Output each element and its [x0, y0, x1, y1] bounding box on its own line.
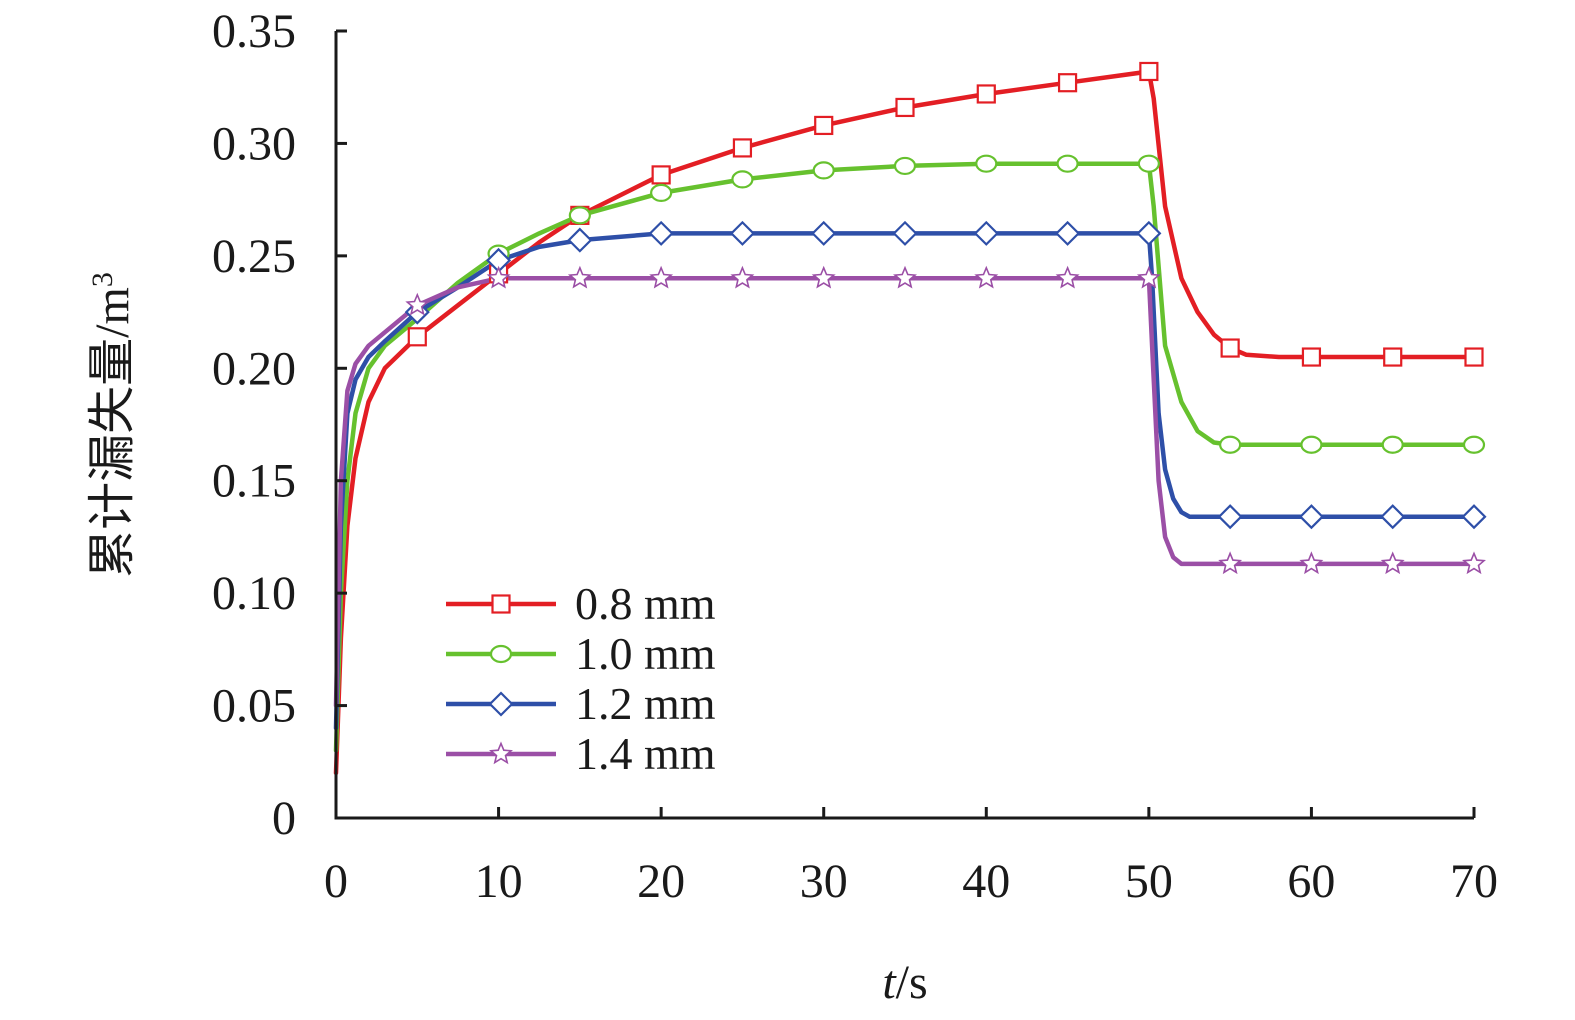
series-line — [333, 69, 1477, 776]
data-point — [1139, 61, 1159, 82]
data-point — [567, 227, 593, 253]
data-point — [1301, 347, 1322, 367]
data-point — [895, 97, 915, 118]
data-point — [1137, 154, 1160, 173]
data-point — [1380, 551, 1405, 575]
data-point — [1056, 154, 1079, 173]
data-point — [567, 265, 592, 289]
data-point — [893, 265, 917, 289]
data-point — [732, 138, 753, 158]
series-line — [333, 231, 1477, 731]
data-point — [1055, 220, 1081, 246]
data-point — [812, 161, 835, 180]
x-tick-label: 60 — [1287, 855, 1335, 908]
data-point — [1462, 435, 1486, 454]
x-tick-label: 0 — [324, 855, 348, 908]
y-tick-label: 0.10 — [212, 567, 296, 620]
data-point — [1057, 73, 1078, 93]
y-tick-label: 0.35 — [212, 5, 296, 58]
x-tick-label: 20 — [637, 855, 685, 908]
data-point — [650, 183, 673, 202]
data-point — [1380, 504, 1406, 530]
data-point — [1218, 551, 1243, 575]
x-axis-title-var: t — [882, 956, 897, 1009]
data-point — [1462, 551, 1486, 575]
data-point — [975, 154, 998, 173]
data-point — [1136, 265, 1161, 289]
axes — [334, 29, 1476, 820]
data-point — [405, 292, 430, 316]
y-axis-title: 累计漏失量/m3 — [86, 272, 140, 578]
data-point — [974, 265, 999, 289]
x-tick-label: 70 — [1450, 855, 1498, 908]
data-point — [1136, 220, 1162, 246]
y-tick-label: 0.20 — [212, 342, 296, 395]
data-point — [892, 220, 918, 246]
legend-label: 1.0 mm — [575, 628, 716, 679]
legend-marker — [489, 644, 513, 664]
x-axis-title-unit: /s — [896, 956, 928, 1009]
data-point — [1055, 265, 1080, 289]
legend-label: 1.4 mm — [575, 728, 716, 779]
data-point — [486, 265, 511, 289]
data-point — [1383, 347, 1403, 367]
data-point — [648, 220, 674, 246]
data-point — [811, 265, 836, 289]
y-axis-title-sup: 3 — [86, 272, 119, 287]
data-point — [976, 84, 996, 104]
data-point — [1381, 435, 1404, 454]
x-tick-label: 40 — [962, 855, 1010, 908]
data-point — [1219, 435, 1242, 454]
data-point — [1464, 347, 1484, 367]
x-tick-label: 30 — [800, 855, 848, 908]
data-point — [1217, 504, 1243, 530]
data-point — [814, 115, 834, 136]
data-point — [1299, 551, 1324, 575]
data-point — [568, 206, 591, 225]
data-point — [731, 170, 754, 189]
y-tick-label: 0.30 — [212, 117, 296, 170]
data-point — [729, 220, 755, 246]
data-point — [407, 327, 427, 347]
data-point — [730, 265, 755, 289]
x-axis-title: t/s — [882, 956, 927, 1009]
data-point — [811, 220, 837, 246]
data-point — [649, 265, 674, 289]
y-tick-label: 0.15 — [212, 455, 296, 508]
data-point — [893, 156, 917, 176]
series-lines — [333, 69, 1477, 776]
x-tick-label: 10 — [475, 855, 523, 908]
legend-label: 1.2 mm — [575, 678, 716, 729]
y-tick-label: 0.05 — [212, 680, 296, 733]
data-point — [973, 220, 999, 246]
series-line — [333, 276, 1477, 708]
x-tick-label: 50 — [1125, 855, 1173, 908]
data-point — [1461, 504, 1487, 530]
legend: 0.8 mm1.0 mm1.2 mm1.4 mm — [446, 578, 716, 779]
legend-label: 0.8 mm — [575, 578, 716, 629]
legend-marker — [489, 741, 513, 765]
y-tick-label: 0 — [272, 792, 296, 845]
data-point — [1300, 435, 1323, 454]
data-point — [1220, 338, 1240, 358]
data-point — [1298, 504, 1324, 530]
data-point — [651, 165, 671, 185]
y-tick-label: 0.25 — [212, 230, 296, 283]
legend-marker — [488, 691, 514, 717]
series-markers — [404, 61, 1487, 575]
tick-labels: 0 0.05 0.10 0.15 0.20 0.25 0.30 0.35 0 10 20 30 40 50… — [212, 5, 1498, 908]
y-axis-title-text: 累计漏失量/m — [86, 287, 139, 578]
legend-marker — [491, 594, 511, 614]
